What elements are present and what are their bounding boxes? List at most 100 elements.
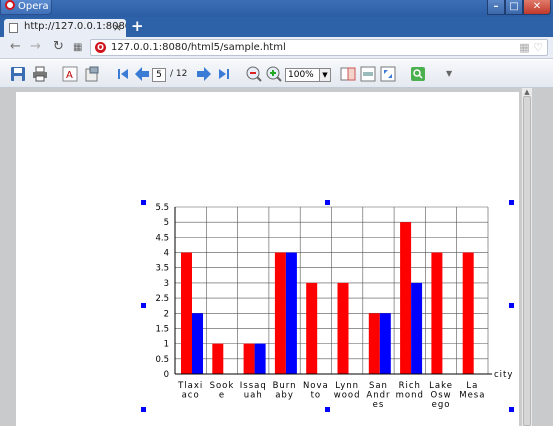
bar bbox=[411, 282, 423, 374]
y-tick-label: 5 bbox=[164, 218, 169, 228]
bar bbox=[192, 313, 203, 374]
x-tick-label: Sook bbox=[210, 381, 235, 391]
prev-page-icon[interactable] bbox=[134, 66, 150, 82]
x-tick-label: Andr bbox=[366, 391, 390, 401]
export-icon[interactable] bbox=[84, 66, 100, 82]
x-tick-label: Osw bbox=[431, 391, 452, 401]
page-number-input[interactable]: 5 bbox=[152, 68, 166, 82]
scrollbar-thumb[interactable] bbox=[523, 96, 531, 426]
vertical-scrollbar[interactable]: ▲ bbox=[521, 88, 532, 426]
bar bbox=[181, 252, 192, 374]
y-tick-label: 2.5 bbox=[155, 294, 169, 304]
y-tick-label: 0.5 bbox=[155, 355, 169, 365]
tab-bar: http://127.0.0.1:8080/ht × + bbox=[0, 17, 553, 37]
opera-logo-icon bbox=[5, 0, 15, 10]
print-icon[interactable] bbox=[32, 66, 48, 82]
dropdown-icon[interactable]: ▼ bbox=[446, 69, 453, 78]
bar bbox=[285, 252, 297, 374]
search-icon[interactable] bbox=[410, 66, 426, 82]
selection-handle[interactable] bbox=[141, 303, 146, 308]
text-format-icon[interactable]: A bbox=[62, 66, 78, 82]
svg-text:A: A bbox=[66, 70, 73, 81]
report-page: 0 0.5 1 1.5 2 2.5 3 3.5 4 4.5 5 5.5 Tlaxi aco Sook e Iss… bbox=[16, 92, 519, 426]
page-favicon-icon bbox=[9, 23, 18, 33]
y-tick-label: 3.5 bbox=[155, 264, 169, 274]
x-tick-label: Mesa bbox=[459, 391, 485, 401]
bar bbox=[337, 282, 349, 374]
selection-handle[interactable] bbox=[509, 303, 514, 308]
address-bar[interactable]: O 127.0.0.1:8080/html5/sample.html ▦ ♡ bbox=[90, 39, 548, 56]
y-tick-label: 3 bbox=[164, 279, 169, 289]
last-page-icon[interactable] bbox=[216, 66, 232, 82]
x-tick-label: Nova bbox=[303, 381, 329, 391]
tab-close-icon[interactable]: × bbox=[112, 21, 122, 34]
x-tick-label: Lynn bbox=[335, 381, 359, 391]
x-tick-label: aco bbox=[182, 391, 200, 401]
bar bbox=[400, 222, 412, 374]
opera-menu-label: Opera bbox=[18, 1, 49, 12]
y-tick-label: 1.5 bbox=[155, 324, 169, 334]
tab-title: http://127.0.0.1:8080/ht bbox=[24, 21, 126, 32]
first-page-icon[interactable] bbox=[115, 66, 131, 82]
browser-tab[interactable]: http://127.0.0.1:8080/ht × bbox=[4, 19, 126, 37]
x-axis-label: city bbox=[494, 370, 513, 380]
y-tick-label: 2 bbox=[164, 309, 169, 319]
opera-site-badge-icon: O bbox=[95, 42, 106, 53]
next-page-icon[interactable] bbox=[196, 66, 212, 82]
x-tick-label: mond bbox=[396, 391, 424, 401]
bar bbox=[243, 343, 255, 374]
selection-handle[interactable] bbox=[509, 200, 514, 205]
bar bbox=[368, 313, 380, 374]
x-tick-label: wood bbox=[334, 391, 361, 401]
layout-icon-1[interactable] bbox=[340, 66, 356, 82]
new-tab-button[interactable]: + bbox=[131, 17, 144, 35]
minimize-button[interactable]: – bbox=[487, 0, 505, 15]
y-tick-label: 1 bbox=[164, 340, 169, 350]
selection-handle[interactable] bbox=[141, 200, 146, 205]
reload-icon[interactable]: ↻ bbox=[53, 39, 64, 54]
forward-arrow-icon[interactable]: → bbox=[30, 39, 41, 54]
chevron-down-icon: ▼ bbox=[319, 69, 330, 81]
speed-dial-icon[interactable]: ▦ bbox=[73, 42, 83, 53]
scroll-up-icon[interactable]: ▲ bbox=[524, 88, 530, 96]
x-tick-label: Tlaxi bbox=[177, 381, 203, 391]
viewer-gutter bbox=[532, 88, 553, 426]
window-titlebar: Opera – □ ✕ bbox=[0, 0, 553, 17]
x-tick-label: La bbox=[466, 381, 478, 391]
x-tick-label: uah bbox=[244, 391, 263, 401]
y-tick-label: 0 bbox=[164, 370, 169, 380]
bar bbox=[431, 252, 443, 374]
navigation-bar: ← → ↻ ▦ O 127.0.0.1:8080/html5/sample.ht… bbox=[0, 37, 553, 59]
bookmark-heart-icon[interactable]: ▦ ♡ bbox=[519, 41, 543, 54]
zoom-out-icon[interactable] bbox=[246, 66, 262, 82]
x-tick-label: ego bbox=[432, 400, 451, 410]
bar bbox=[274, 252, 286, 374]
close-window-button[interactable]: ✕ bbox=[523, 0, 551, 15]
layout-icon-2[interactable] bbox=[360, 66, 376, 82]
bar bbox=[212, 343, 224, 374]
y-tick-label: 4 bbox=[164, 249, 169, 259]
zoom-in-icon[interactable] bbox=[266, 66, 282, 82]
save-icon[interactable] bbox=[10, 66, 26, 82]
x-tick-label: aby bbox=[275, 391, 294, 401]
zoom-value: 100% bbox=[288, 70, 314, 80]
x-tick-label: Lake bbox=[429, 381, 453, 391]
fit-icon[interactable] bbox=[380, 66, 396, 82]
x-tick-label: to bbox=[311, 391, 322, 401]
y-tick-label: 4.5 bbox=[155, 233, 169, 243]
selection-handle[interactable] bbox=[325, 407, 330, 412]
selection-handle[interactable] bbox=[325, 200, 330, 205]
back-arrow-icon[interactable]: ← bbox=[10, 39, 21, 54]
x-tick-label: Rich bbox=[399, 381, 421, 391]
x-tick-label: Issaq bbox=[240, 381, 267, 391]
selection-handle[interactable] bbox=[141, 407, 146, 412]
opera-menu-button[interactable]: Opera bbox=[0, 0, 52, 15]
selection-handle[interactable] bbox=[509, 407, 514, 412]
bar bbox=[306, 282, 318, 374]
page-total-label: / 12 bbox=[170, 69, 188, 79]
x-tick-label: e bbox=[219, 391, 225, 401]
maximize-button[interactable]: □ bbox=[505, 0, 523, 15]
zoom-select[interactable]: 100% ▼ bbox=[285, 68, 331, 82]
url-text[interactable]: 127.0.0.1:8080/html5/sample.html bbox=[111, 42, 286, 53]
